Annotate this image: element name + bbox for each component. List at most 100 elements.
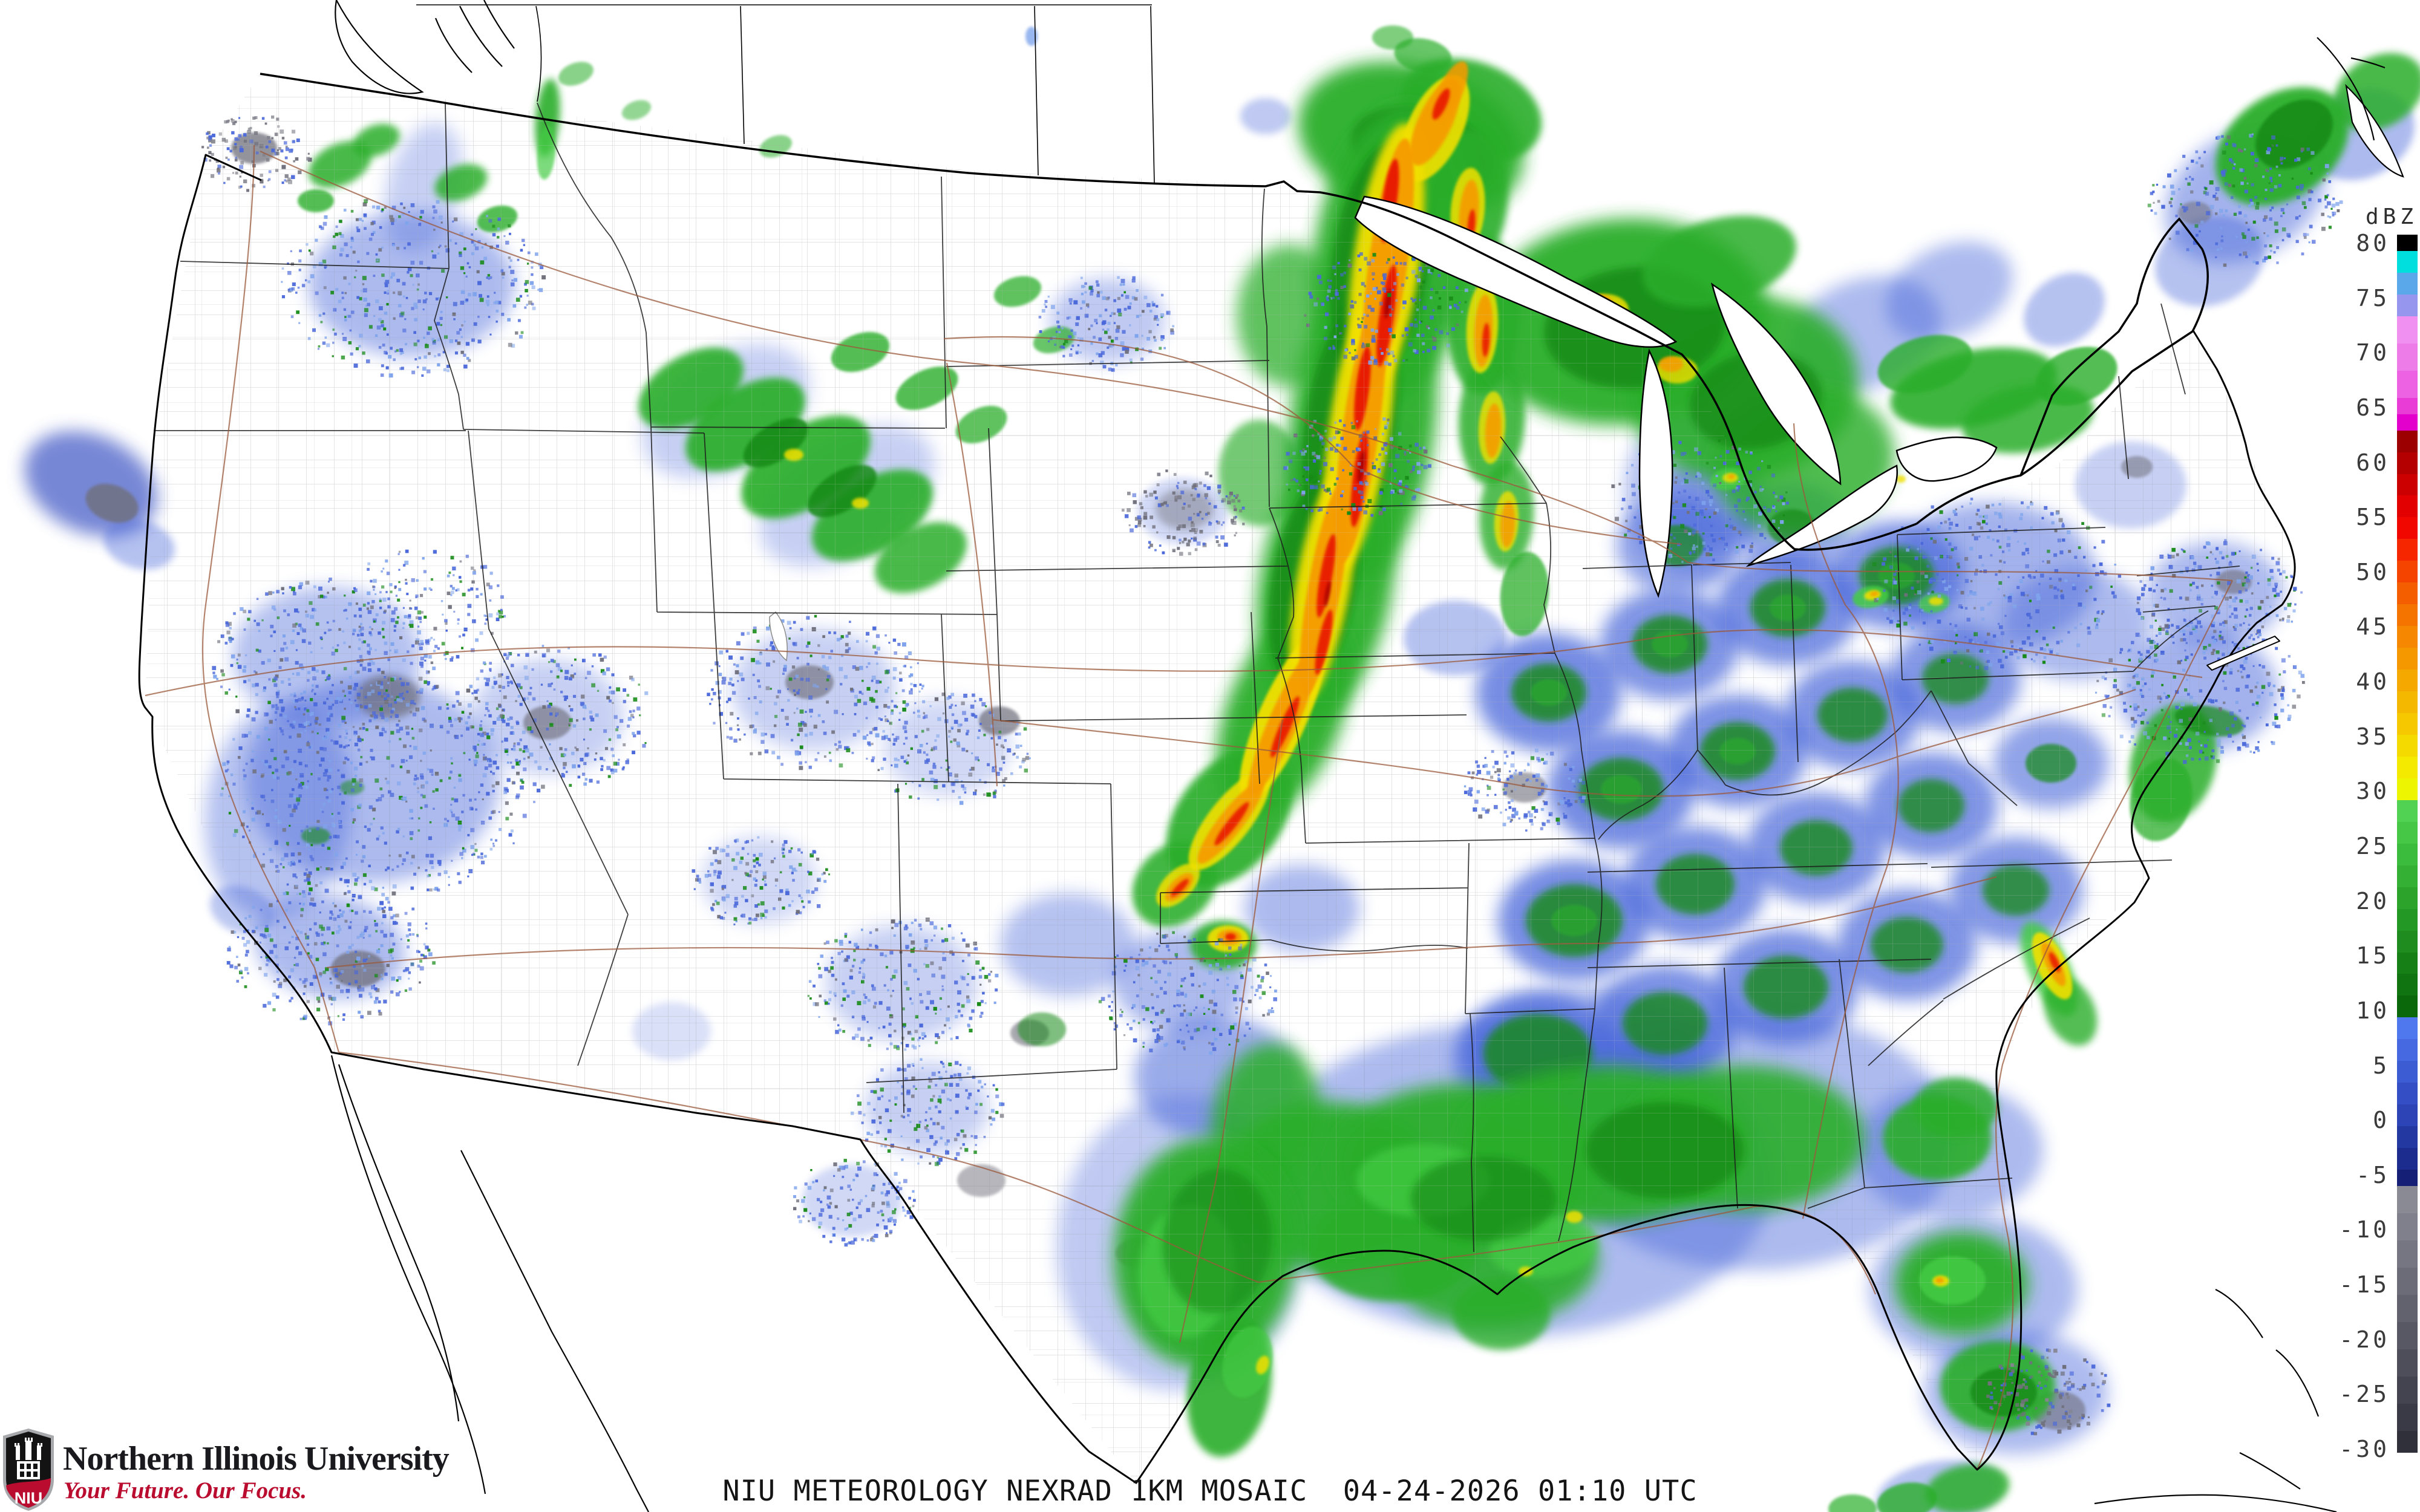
niu-shield-icon: NIU (3, 1429, 54, 1511)
colorbar-segment (2397, 517, 2418, 539)
colorbar-segment (2397, 713, 2418, 735)
colorbar-segment (2397, 1321, 2418, 1349)
radar-echo (1643, 215, 1796, 307)
colorbar-segment (2397, 1349, 2418, 1377)
colorbar-segment (2397, 821, 2418, 844)
colorbar-segment (2397, 952, 2418, 974)
colorbar-segment (2397, 648, 2418, 670)
vancouver-island (335, 0, 424, 94)
colorbar-tick-label: -10 (2339, 1216, 2390, 1243)
radar-echo (1432, 88, 1450, 120)
colorbar-segment (2397, 1376, 2418, 1404)
radar-echo (1886, 241, 2013, 342)
colorbar-segment (2397, 495, 2418, 518)
radar-echo (1394, 38, 1452, 73)
radar-echo (558, 62, 594, 86)
colorbar-segment (2397, 539, 2418, 561)
colorbar-segment (2397, 1061, 2418, 1083)
colorbar-segment (2397, 343, 2418, 371)
colorbar-tick-label: 10 (2356, 997, 2390, 1024)
colorbar-segment (2397, 1267, 2418, 1295)
radar-echo (621, 100, 652, 120)
colorbar-segment (2397, 397, 2418, 414)
radar-echo (1877, 334, 1973, 394)
colorbar-tick-label: -25 (2339, 1381, 2390, 1408)
offshore-islands (330, 0, 2404, 1512)
colorbar-segment (2397, 626, 2418, 648)
canada-province-lines (416, 4, 1155, 184)
highways (145, 145, 2233, 1470)
colorbar-tick-label: 75 (2356, 284, 2390, 311)
colorbar-segment (2397, 1148, 2418, 1170)
colorbar-segment (2397, 1186, 2418, 1213)
radar-echo (1222, 1326, 1273, 1398)
baja-california (330, 1055, 486, 1494)
colorbar-tick-label: -30 (2339, 1436, 2390, 1462)
lake-ontario (1895, 436, 1998, 482)
radar-echo (1372, 25, 1413, 50)
colorbar-segment (2397, 865, 2418, 887)
colorbar-segment (2397, 930, 2418, 953)
colorbar-segment (2397, 1170, 2418, 1186)
colorbar-segment (2397, 1104, 2418, 1127)
radar-echo (2024, 272, 2105, 347)
niu-monogram: NIU (15, 1489, 43, 1507)
colorbar-segment (2397, 1294, 2418, 1322)
colorbar-segment (2397, 474, 2418, 496)
mexico-coast (460, 1150, 649, 1512)
colorbar-tick-label: -15 (2339, 1271, 2390, 1299)
institution-tagline: Your Future. Our Focus. (64, 1478, 307, 1504)
niu-logo: NIU Northern Illinois University Your Fu… (1, 1425, 667, 1512)
radar-echo (1828, 1494, 1877, 1512)
lake-michigan (1638, 348, 1673, 598)
colorbar-segment (2397, 734, 2418, 757)
radar-echo (1453, 1277, 1550, 1350)
colorbar-segment (2397, 370, 2418, 398)
colorbar-segment (2397, 1126, 2418, 1149)
colorbar-segment (2397, 272, 2418, 295)
colorbar-segment (2397, 1403, 2418, 1431)
coastline (138, 154, 2296, 1484)
state-borders (154, 102, 2240, 1253)
colorbar-tick-label: 0 (2373, 1107, 2390, 1134)
dbz-unit-label: dBZ (2365, 204, 2418, 229)
colorbar-segment (2397, 908, 2418, 931)
radar-echo (85, 483, 139, 523)
radar-echo (1877, 1482, 1937, 1512)
colorbar-tick-label: 65 (2356, 394, 2390, 421)
colorbar-tick-label: -20 (2339, 1326, 2390, 1353)
colorbar-segment (2397, 756, 2418, 778)
colorbar-segment (2397, 1213, 2418, 1240)
product-caption: NIU METEOROLOGY NEXRAD 1KM MOSAIC 04-24-… (722, 1475, 1698, 1508)
colorbar-segment (2397, 582, 2418, 605)
colorbar-segment (2397, 996, 2418, 1018)
cuba-coast (2094, 1494, 2337, 1512)
colorbar-segment (2397, 887, 2418, 909)
speckle-field (793, 1159, 916, 1247)
colorbar-segment (2397, 235, 2418, 251)
nova-scotia (2345, 83, 2404, 178)
colorbar-segment (2397, 452, 2418, 474)
radar-echo (1925, 1464, 2010, 1512)
colorbar-segment (2397, 561, 2418, 583)
colorbar-segment (2397, 1240, 2418, 1268)
colorbar-tick-label: 20 (2356, 887, 2390, 914)
colorbar-segment (2397, 778, 2418, 800)
colorbar-tick-label: 5 (2373, 1052, 2390, 1079)
radar-echo (1240, 98, 1291, 134)
colorbar-segment (2397, 1430, 2418, 1453)
colorbar-tick-label: 35 (2356, 723, 2390, 750)
long-island (2206, 636, 2280, 671)
colorbar-segment (2397, 250, 2418, 273)
colorbar-segment (2397, 800, 2418, 822)
bahamas (2215, 1289, 2320, 1490)
dbz-colorbar (2397, 235, 2418, 1453)
colorbar-tick-label: 70 (2356, 339, 2390, 367)
lake-huron (1711, 282, 1842, 486)
radar-echo (1256, 1355, 1269, 1375)
colorbar-segment (2397, 691, 2418, 714)
great-salt-lake (769, 611, 788, 662)
colorbar-segment (2397, 294, 2418, 316)
speckle-field (2147, 133, 2343, 267)
